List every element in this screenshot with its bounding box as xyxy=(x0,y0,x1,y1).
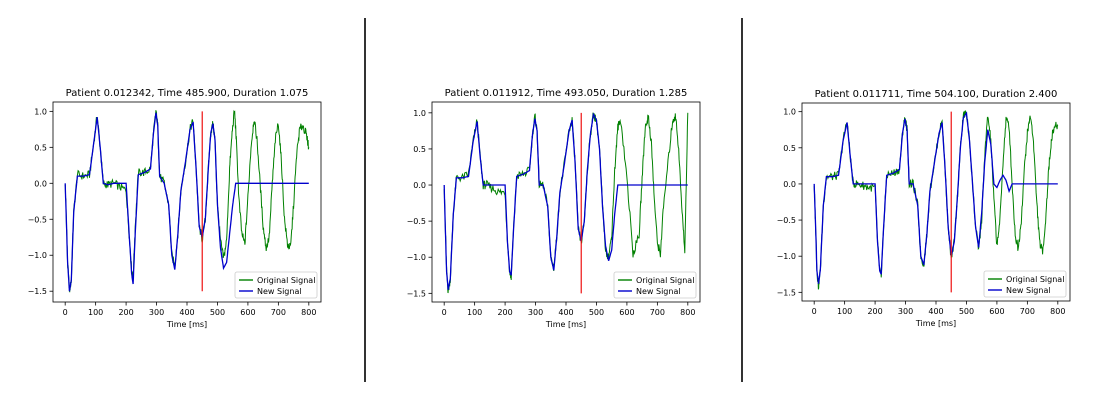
x-tick-label: 200 xyxy=(118,308,133,317)
y-tick-label: 1.0 xyxy=(783,108,796,117)
x-tick-label: 700 xyxy=(650,308,665,317)
x-tick-label: 700 xyxy=(1020,307,1035,316)
x-tick-label: 600 xyxy=(619,308,634,317)
y-tick-label: −0.5 xyxy=(407,217,426,226)
new-signal-line xyxy=(64,112,309,292)
x-tick-label: 300 xyxy=(149,308,164,317)
legend-label: New Signal xyxy=(636,287,681,296)
new-signal-line xyxy=(813,111,1058,284)
legend-label: Original Signal xyxy=(1006,275,1064,284)
y-tick-label: −1.0 xyxy=(28,251,47,260)
chart-title: Patient 0.012342, Time 485.900, Duration… xyxy=(66,88,309,99)
x-tick-label: 0 xyxy=(442,308,447,317)
x-tick-label: 300 xyxy=(898,307,913,316)
chart-panel-1: Patient 0.012342, Time 485.900, Duration… xyxy=(0,0,364,410)
x-tick-label: 500 xyxy=(589,308,604,317)
x-tick-label: 100 xyxy=(467,308,482,317)
x-tick-label: 100 xyxy=(88,308,103,317)
legend-box xyxy=(613,271,697,299)
x-tick-label: 600 xyxy=(989,307,1004,316)
y-tick-label: 0.0 xyxy=(783,180,796,189)
y-tick-label: 1.0 xyxy=(34,107,47,116)
y-tick-label: 1.0 xyxy=(413,109,426,118)
original-signal-line xyxy=(813,110,1059,290)
legend-box xyxy=(983,270,1067,298)
x-tick-label: 100 xyxy=(837,307,852,316)
y-tick-label: −0.5 xyxy=(777,216,796,225)
x-tick-label: 600 xyxy=(240,308,255,317)
y-tick-label: −0.5 xyxy=(28,215,47,224)
chart-2: Patient 0.011912, Time 493.050, Duration… xyxy=(407,88,701,329)
y-tick-label: 0.5 xyxy=(783,144,796,153)
x-tick-label: 400 xyxy=(558,308,573,317)
y-tick-label: 0.5 xyxy=(413,145,426,154)
x-tick-label: 400 xyxy=(179,308,194,317)
x-tick-label: 300 xyxy=(528,308,543,317)
x-tick-label: 800 xyxy=(1050,307,1065,316)
panel-divider-2 xyxy=(741,18,743,382)
original-signal-line xyxy=(443,112,689,294)
x-tick-label: 400 xyxy=(928,307,943,316)
new-signal-line xyxy=(443,112,688,290)
y-tick-label: −1.5 xyxy=(28,287,47,296)
x-tick-label: 500 xyxy=(959,307,974,316)
x-axis-label: Time [ms] xyxy=(915,319,956,328)
x-tick-label: 0 xyxy=(63,308,68,317)
y-tick-label: 0.0 xyxy=(413,181,426,190)
chart-title: Patient 0.011711, Time 504.100, Duration… xyxy=(815,89,1058,100)
y-tick-label: −1.5 xyxy=(407,289,426,298)
legend-label: Original Signal xyxy=(257,276,315,285)
x-tick-label: 0 xyxy=(812,307,817,316)
y-tick-label: 0.0 xyxy=(34,179,47,188)
chart-panel-2: Patient 0.011912, Time 493.050, Duration… xyxy=(366,0,741,410)
x-tick-label: 500 xyxy=(210,308,225,317)
y-tick-label: 0.5 xyxy=(34,143,47,152)
y-tick-label: −1.0 xyxy=(407,253,426,262)
x-tick-label: 800 xyxy=(301,308,316,317)
x-tick-label: 800 xyxy=(680,308,695,317)
x-tick-label: 200 xyxy=(867,307,882,316)
x-tick-label: 700 xyxy=(271,308,286,317)
y-tick-label: −1.5 xyxy=(777,288,796,297)
x-tick-label: 200 xyxy=(497,308,512,317)
legend-box xyxy=(234,271,318,299)
legend-label: New Signal xyxy=(1006,286,1051,295)
chart-3: Patient 0.011711, Time 504.100, Duration… xyxy=(777,89,1071,328)
panel-divider-1 xyxy=(364,18,366,382)
legend-label: New Signal xyxy=(257,287,302,296)
y-tick-label: −1.0 xyxy=(777,252,796,261)
original-signal-line xyxy=(64,109,310,293)
x-axis-label: Time [ms] xyxy=(545,320,586,329)
chart-title: Patient 0.011912, Time 493.050, Duration… xyxy=(445,88,688,99)
legend-label: Original Signal xyxy=(636,276,694,285)
chart-1: Patient 0.012342, Time 485.900, Duration… xyxy=(28,88,322,329)
x-axis-label: Time [ms] xyxy=(166,320,207,329)
chart-panel-3: Patient 0.011711, Time 504.100, Duration… xyxy=(743,0,1117,410)
